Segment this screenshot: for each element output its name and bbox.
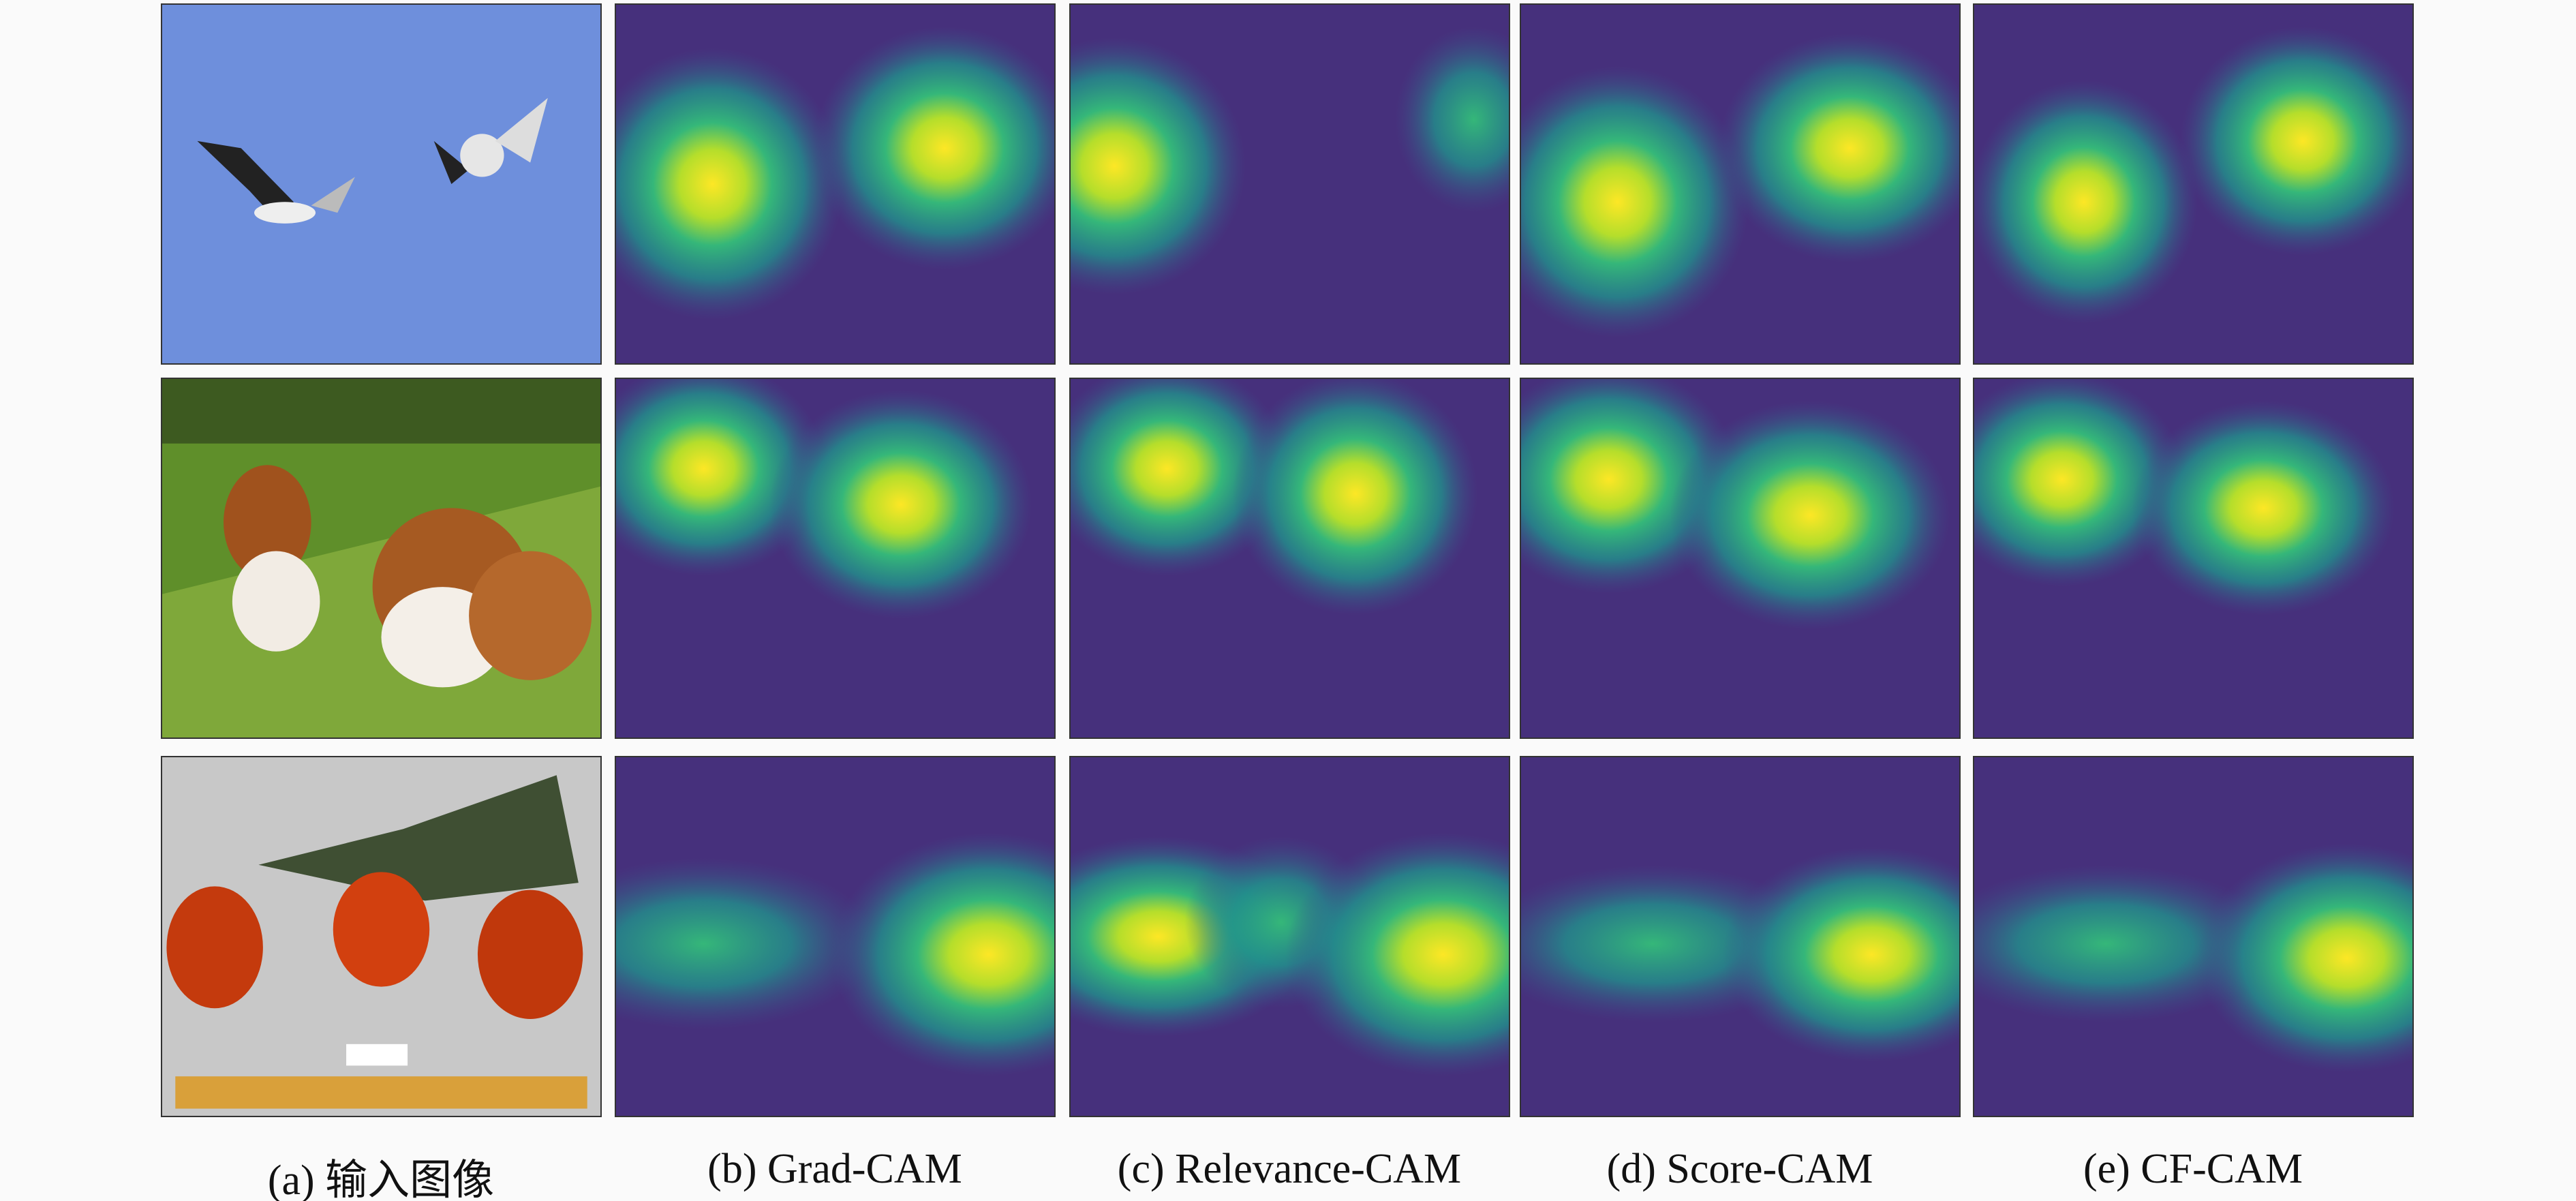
- input-image-peppers: [161, 756, 602, 1117]
- heatmap: [1973, 756, 2414, 1117]
- heatmap: [1520, 3, 1961, 365]
- heatmap: [1069, 756, 1510, 1117]
- heatmap: [615, 378, 1056, 739]
- caption: (d) Score-CAM: [1606, 1146, 1873, 1192]
- heatmap: [615, 756, 1056, 1117]
- heatmap: [1069, 378, 1510, 739]
- caption: (e) CF-CAM: [2083, 1146, 2303, 1192]
- caption: (a) 输入图像: [267, 1157, 495, 1201]
- input-image-birds: [161, 3, 602, 365]
- heatmap: [1973, 378, 2414, 739]
- caption: (c) Relevance-CAM: [1117, 1146, 1462, 1192]
- heatmap: [615, 3, 1056, 365]
- caption: (b) Grad-CAM: [707, 1146, 962, 1192]
- heatmap: [1520, 756, 1961, 1117]
- heatmap: [1069, 3, 1510, 365]
- heatmap: [1973, 3, 2414, 365]
- heatmap: [1520, 378, 1961, 739]
- input-image-dogs: [161, 378, 602, 739]
